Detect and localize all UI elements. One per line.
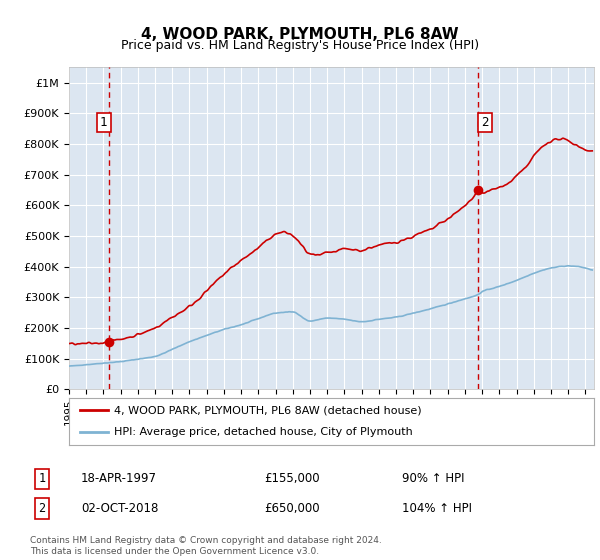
Text: 18-APR-1997: 18-APR-1997 <box>81 472 157 486</box>
Text: HPI: Average price, detached house, City of Plymouth: HPI: Average price, detached house, City… <box>113 427 412 437</box>
Text: 4, WOOD PARK, PLYMOUTH, PL6 8AW (detached house): 4, WOOD PARK, PLYMOUTH, PL6 8AW (detache… <box>113 405 421 416</box>
Text: 104% ↑ HPI: 104% ↑ HPI <box>402 502 472 515</box>
Text: Price paid vs. HM Land Registry's House Price Index (HPI): Price paid vs. HM Land Registry's House … <box>121 39 479 52</box>
Text: Contains HM Land Registry data © Crown copyright and database right 2024.
This d: Contains HM Land Registry data © Crown c… <box>30 536 382 556</box>
Text: £650,000: £650,000 <box>264 502 320 515</box>
Text: 4, WOOD PARK, PLYMOUTH, PL6 8AW: 4, WOOD PARK, PLYMOUTH, PL6 8AW <box>141 27 459 42</box>
Text: 90% ↑ HPI: 90% ↑ HPI <box>402 472 464 486</box>
Text: 2: 2 <box>481 116 489 129</box>
Text: £155,000: £155,000 <box>264 472 320 486</box>
Text: 2: 2 <box>38 502 46 515</box>
Text: 02-OCT-2018: 02-OCT-2018 <box>81 502 158 515</box>
Text: 1: 1 <box>38 472 46 486</box>
Text: 1: 1 <box>100 116 107 129</box>
